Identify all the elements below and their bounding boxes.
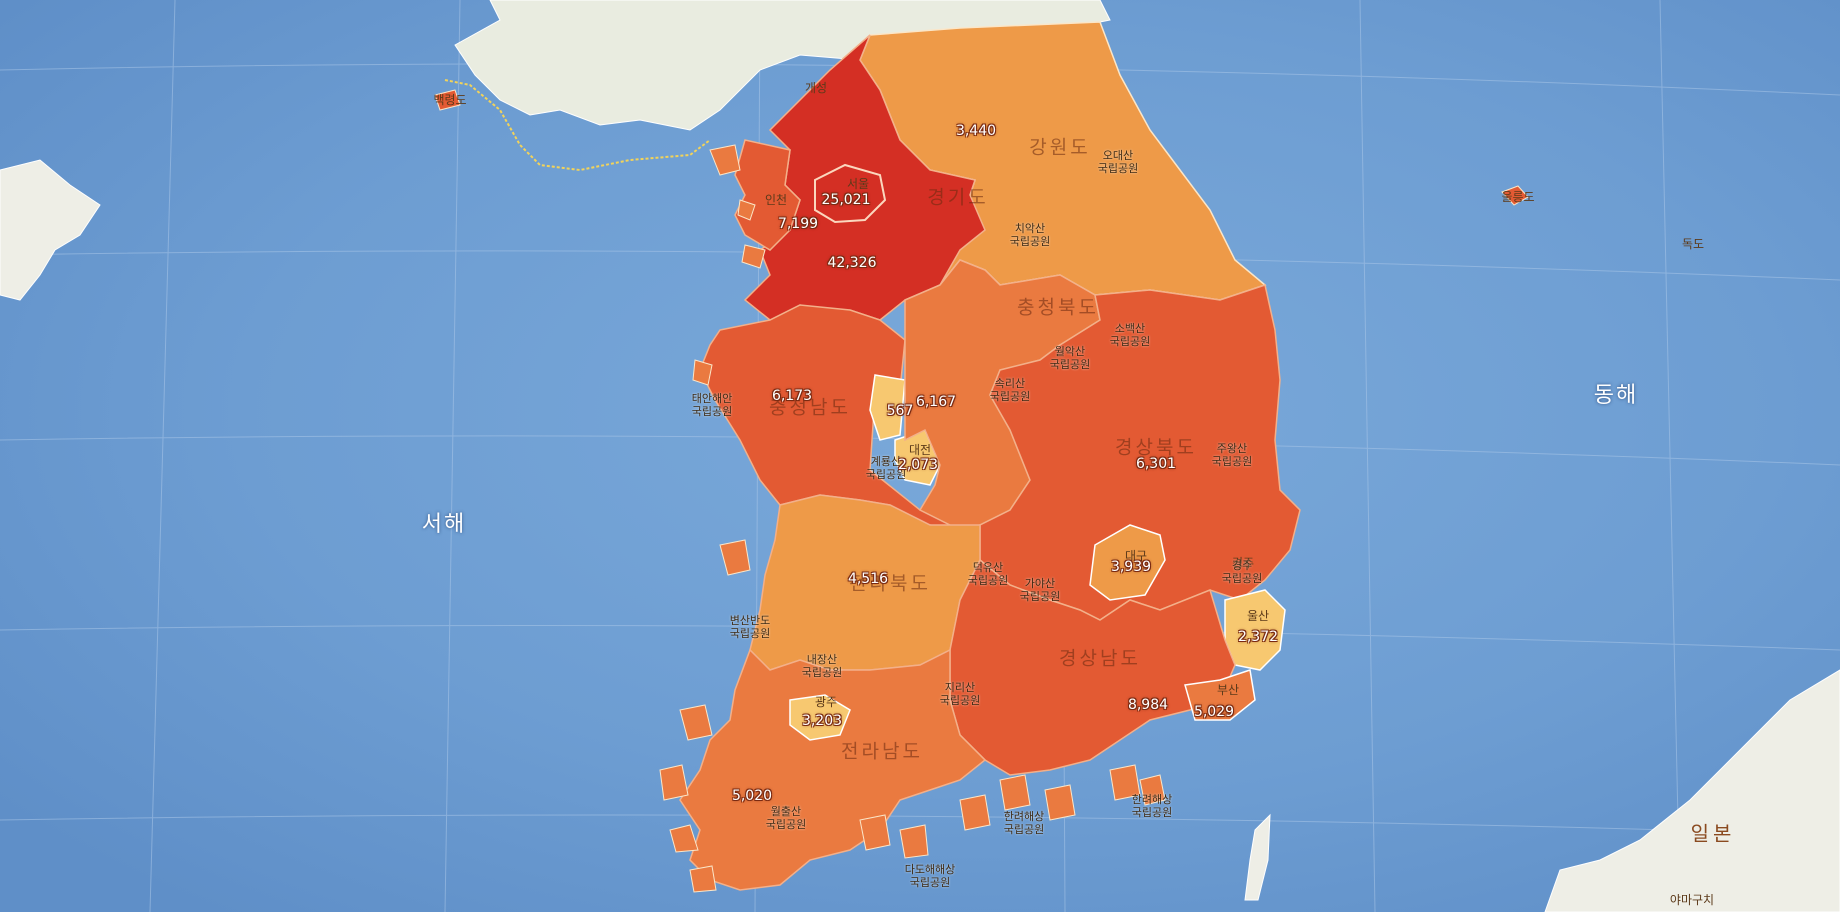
city-label-seoul: 서울 xyxy=(846,177,870,191)
region-sejong[interactable] xyxy=(869,374,906,441)
china-landmass xyxy=(0,159,101,301)
park-label: 소백산 국립공원 xyxy=(1109,322,1151,348)
baengnyeong-island[interactable] xyxy=(434,89,461,111)
park-label: 지리산 국립공원 xyxy=(939,681,981,707)
park-label: 변산반도 국립공원 xyxy=(729,614,771,640)
value-label-ulsan[interactable]: 2,372 xyxy=(1237,629,1279,645)
city-label-busan: 부산 xyxy=(1216,683,1240,697)
province-label-jeonbuk: 전라북도 xyxy=(849,572,931,595)
value-label-gwangju[interactable]: 3,203 xyxy=(801,713,843,729)
region-seoul[interactable] xyxy=(814,163,887,224)
value-label-daegu[interactable]: 3,939 xyxy=(1110,559,1152,575)
country-label-japan: 일본 xyxy=(1690,821,1736,846)
park-label: 내장산 국립공원 xyxy=(801,653,843,679)
sea-label-west: 서해 xyxy=(421,512,467,537)
city-label-yamaguchi: 야마구치 xyxy=(1669,893,1715,907)
province-label-chungbuk: 충청북도 xyxy=(1017,296,1099,319)
city-label-gaeseong: 개성 xyxy=(804,81,828,95)
park-label: 주왕산 국립공원 xyxy=(1211,442,1253,468)
city-label-dokdo: 독도 xyxy=(1681,237,1705,251)
value-label-jeonbuk[interactable]: 4,516 xyxy=(847,571,889,587)
province-label-gyeongbuk: 경상북도 xyxy=(1115,436,1197,459)
value-label-seoul[interactable]: 25,021 xyxy=(821,192,871,208)
city-label-incheon: 인천 xyxy=(764,193,788,207)
park-label: 월출산 국립공원 xyxy=(765,805,807,831)
city-label-gyeongju: 경주 xyxy=(1231,556,1255,570)
value-label-gyeongnam[interactable]: 8,984 xyxy=(1127,697,1169,713)
value-label-gyeonggi[interactable]: 42,326 xyxy=(827,255,877,271)
value-label-incheon[interactable]: 7,199 xyxy=(777,216,819,232)
value-label-gyeongbuk[interactable]: 6,301 xyxy=(1135,456,1177,472)
park-label: 월악산 국립공원 xyxy=(1049,345,1091,371)
park-label: 치악산 국립공원 xyxy=(1009,222,1051,248)
value-label-sejong[interactable]: 567 xyxy=(886,403,914,419)
sea-label-east: 동해 xyxy=(1593,383,1639,408)
park-label: 다도해해상 국립공원 xyxy=(904,863,956,889)
province-label-chungnam: 충청남도 xyxy=(769,396,851,419)
park-label: 경주 국립공원 xyxy=(1221,559,1263,585)
region-daegu[interactable] xyxy=(1089,524,1166,601)
japan-landmass xyxy=(1544,669,1840,912)
value-label-chungnam[interactable]: 6,173 xyxy=(771,388,813,404)
park-label: 태안해안 국립공원 xyxy=(691,392,733,418)
park-label: 속리산 국립공원 xyxy=(989,377,1031,403)
park-label: 한려해상 국립공원 xyxy=(1003,810,1045,836)
park-label: 덕유산 국립공원 xyxy=(967,561,1009,587)
province-label-gyeongnam: 경상남도 xyxy=(1059,647,1141,670)
park-label: 오대산 국립공원 xyxy=(1097,149,1139,175)
tsushima-island xyxy=(1244,813,1271,901)
region-incheon[interactable] xyxy=(734,139,801,251)
region-gwangju[interactable] xyxy=(789,694,851,741)
park-label: 가야산 국립공원 xyxy=(1019,577,1061,603)
region-busan[interactable] xyxy=(1184,669,1256,721)
value-label-daejeon[interactable]: 2,073 xyxy=(897,457,939,473)
city-label-gwangju: 광주 xyxy=(814,695,838,709)
province-label-gangwon: 강원도 xyxy=(1029,136,1091,159)
province-label-gyeonggi: 경기도 xyxy=(927,186,989,209)
value-label-chungbuk[interactable]: 6,167 xyxy=(915,394,957,410)
province-label-jeonnam: 전라남도 xyxy=(841,740,923,763)
city-label-daegu: 대구 xyxy=(1124,549,1148,563)
city-label-daejeon: 대전 xyxy=(908,443,932,457)
park-label: 한려해상 국립공원 xyxy=(1131,793,1173,819)
value-label-busan[interactable]: 5,029 xyxy=(1193,704,1235,720)
value-label-jeonnam[interactable]: 5,020 xyxy=(731,788,773,804)
coastal-islands xyxy=(659,144,1166,893)
city-label-ulsan: 울산 xyxy=(1246,609,1270,623)
city-label-ulleung: 울릉도 xyxy=(1501,190,1535,204)
park-label: 계룡산 국립공원 xyxy=(865,455,907,481)
ulleung-island[interactable] xyxy=(1501,185,1529,206)
value-label-gangwon[interactable]: 3,440 xyxy=(955,123,997,139)
city-label-baengnyeong: 백령도 xyxy=(433,93,467,107)
